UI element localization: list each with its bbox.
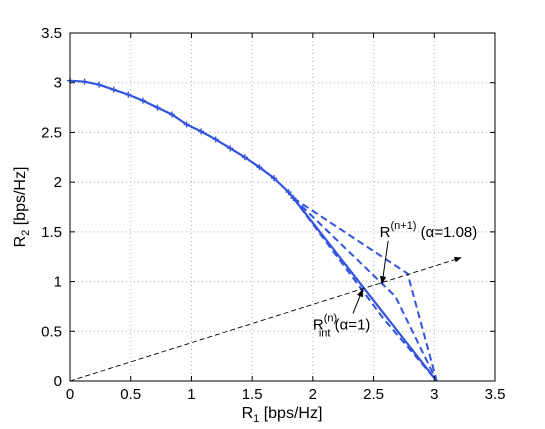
series-marker [183,121,190,128]
series-marker [271,175,277,182]
y-tick-label: 1 [54,274,62,291]
x-tick-label: 1 [187,386,195,403]
series-marker [139,97,146,104]
series-marker [256,164,263,171]
series-marker [290,195,297,202]
x-tick-label: 3.5 [485,386,506,403]
y-axis-label: R2 [bps/Hz] [12,167,32,248]
series-marker [81,78,88,85]
series-line-2 [292,197,438,382]
y-tick-label: 0.5 [41,323,62,340]
x-tick-label: 2 [309,386,317,403]
series-marker [198,128,205,135]
y-tick-label: 2 [54,174,62,191]
series-line-4 [292,197,438,382]
series-marker [212,136,219,143]
series-group [67,77,462,382]
annotation-label-r-next: R(n+1) (α=1.08) [380,220,478,241]
annotation-label-r-int: R(n) int (α=1) [313,312,371,339]
series-marker [227,145,234,152]
x-tick-label: 2.5 [363,386,384,403]
series-marker [169,111,175,118]
x-tick-label: 1.5 [242,386,263,403]
series-marker [110,86,117,93]
y-tick-label: 3 [54,75,62,92]
plot-frame [69,32,496,382]
grid-lines [70,33,495,381]
series-marker [285,189,292,196]
x-tick-label: 0.5 [120,386,141,403]
y-tick-label: 2.5 [41,124,62,141]
y-tick-label: 3.5 [41,25,62,42]
y-tick-label: 1.5 [41,224,62,241]
annotation-arrow-r-next [379,240,389,285]
x-tick-label: 0 [66,386,74,403]
series-marker [241,154,248,161]
plot-background [70,33,495,381]
series-line-5 [69,256,462,382]
series-marker [125,91,132,98]
x-axis-label: R1 [bps/Hz] [242,405,323,425]
series-marker [154,104,161,111]
series-line-3 [292,197,438,382]
tick-group: 0 0.5 1 1.5 2 2.5 3 3.5 0 0.5 1 1.5 2 2.5 3 3.5 [41,25,505,403]
x-tick-label: 3 [430,386,438,403]
y-tick-label: 0 [54,373,62,390]
annotation-group: R(n+1) (α=1.08) R(n) int (α=1) [313,220,477,339]
series-marker [96,81,103,88]
annotation-arrow-r-int [352,288,364,314]
